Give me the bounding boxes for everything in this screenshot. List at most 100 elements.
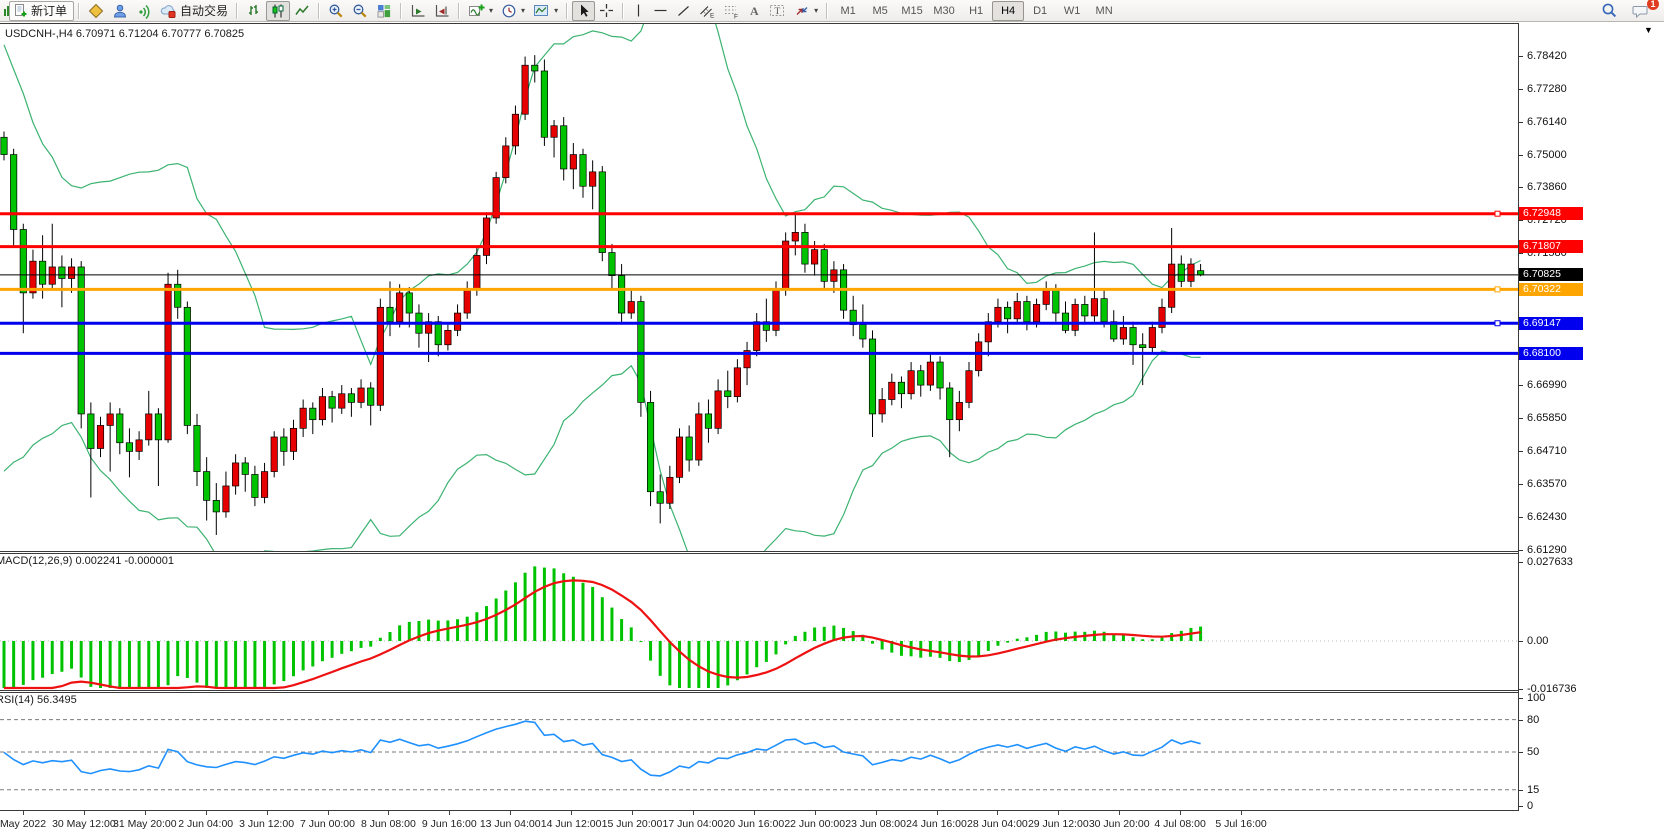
line-handle[interactable] xyxy=(1494,320,1501,327)
macd-tick xyxy=(1518,641,1523,642)
timeframe-m1[interactable]: M1 xyxy=(840,4,856,17)
timeframe-m5[interactable]: M5 xyxy=(872,4,888,17)
dropdown-caret-icon: ▾ xyxy=(554,6,559,15)
signal-button[interactable] xyxy=(132,1,156,21)
market-watch-icon xyxy=(114,4,127,17)
chat-icon xyxy=(1632,5,1648,18)
horizontal-line-button[interactable] xyxy=(649,1,672,21)
timeframe-h1[interactable]: H1 xyxy=(969,4,984,17)
price-tick xyxy=(1518,418,1523,420)
separator xyxy=(318,2,321,19)
fibonacci-button[interactable]: F xyxy=(719,1,743,21)
rsi-indicator-label: RSI(14) 56.3495 xyxy=(0,694,77,706)
auto-scroll-icon xyxy=(411,4,425,17)
main-chart-surface[interactable] xyxy=(0,24,1519,551)
line-handle[interactable] xyxy=(1494,210,1501,217)
timeframe-mn[interactable]: MN xyxy=(1095,4,1113,17)
search-button[interactable] xyxy=(1597,1,1622,21)
search-icon xyxy=(1602,3,1617,18)
rsi-tick-label: 80 xyxy=(1527,713,1540,726)
line-chart-icon xyxy=(295,5,309,15)
timeframe-group: M1 M5 M15 M30 H1 H4 D1 W1 MN xyxy=(832,0,1120,21)
macd-tick xyxy=(1518,688,1523,690)
time-axis-label: 20 Jun 16:00 xyxy=(723,818,785,830)
bollinger-upper-band[interactable] xyxy=(3,24,1201,367)
market-watch-button[interactable] xyxy=(108,1,132,21)
time-tick xyxy=(388,811,390,815)
chart-shift-button[interactable] xyxy=(430,1,454,21)
new-order-button[interactable]: 新订单 xyxy=(9,0,75,21)
crosshair-button[interactable] xyxy=(595,1,618,21)
separator xyxy=(78,2,81,19)
time-tick xyxy=(23,811,24,815)
time-axis-label: 29 Jun 12:00 xyxy=(1027,818,1089,830)
time-tick xyxy=(1241,811,1242,815)
macd-tick-label: 0.00 xyxy=(1527,635,1549,647)
time-axis-label: 28 Jun 04:00 xyxy=(967,818,1028,830)
line-chart-button[interactable] xyxy=(290,1,314,21)
time-axis-label: 4 Jul 08:00 xyxy=(1154,818,1206,830)
time-axis-label: 15 Jun 20:00 xyxy=(601,818,663,830)
timeframe-w1[interactable]: W1 xyxy=(1063,4,1081,17)
text-button[interactable]: A xyxy=(743,1,765,21)
time-tick xyxy=(692,811,694,815)
cursor-button[interactable] xyxy=(572,0,596,21)
price-line-label: 6.70825 xyxy=(1519,268,1583,282)
timeframe-m30[interactable]: M30 xyxy=(933,4,955,17)
auto-trading-icon xyxy=(160,5,176,18)
bar-chart-button[interactable] xyxy=(242,1,266,21)
time-axis-label: 22 Jun 00:00 xyxy=(784,818,846,830)
price-tick xyxy=(1518,483,1523,485)
svg-text:T: T xyxy=(775,7,781,17)
price-tick xyxy=(1518,220,1523,222)
trendline-button[interactable] xyxy=(672,1,695,21)
vertical-line-button[interactable] xyxy=(628,1,649,21)
cursor-icon xyxy=(581,4,589,17)
rsi-panel-surface[interactable] xyxy=(0,693,1519,810)
equidistant-channel-button[interactable]: E xyxy=(695,1,719,21)
chart-dropdown-caret-icon[interactable]: ▼ xyxy=(1644,25,1653,35)
equidistant-channel-icon: E xyxy=(700,5,715,19)
macd-tick xyxy=(1518,561,1523,563)
panel-separator[interactable] xyxy=(0,690,1519,691)
macd-tick-label: -0.016736 xyxy=(1527,682,1577,695)
time-tick xyxy=(83,811,85,815)
macd-panel-surface[interactable] xyxy=(0,554,1519,690)
text-label-button[interactable]: T xyxy=(765,1,790,21)
timeframe-m15[interactable]: M15 xyxy=(901,4,923,17)
add-indicator-button[interactable]: ▾ xyxy=(464,1,497,21)
tile-windows-button[interactable] xyxy=(372,1,396,21)
zoom-in-button[interactable] xyxy=(324,1,348,21)
price-tick xyxy=(1518,516,1523,518)
panel-separator[interactable] xyxy=(0,551,1519,552)
auto-scroll-button[interactable] xyxy=(406,1,430,21)
timeframe-h4[interactable]: H4 xyxy=(992,0,1025,21)
chart-shift-icon xyxy=(435,4,449,17)
line-handle[interactable] xyxy=(1494,286,1501,293)
profiles-button[interactable] xyxy=(84,1,108,21)
arrow-objects-button[interactable]: ▾ xyxy=(790,1,822,21)
time-tick xyxy=(814,811,816,815)
price-tick-label: 6.78420 xyxy=(1527,50,1567,62)
charts-icon[interactable] xyxy=(2,3,9,19)
auto-trading-button[interactable]: 自动交易 xyxy=(156,1,232,21)
time-axis-label: 8 Jun 08:00 xyxy=(360,818,416,830)
panel-separator[interactable] xyxy=(0,553,1519,554)
price-line-label: 6.72948 xyxy=(1519,207,1583,221)
price-tick-label: 6.65850 xyxy=(1527,412,1567,425)
time-tick xyxy=(753,811,755,815)
price-line-label: 6.69147 xyxy=(1519,316,1583,330)
candlestick-chart-button[interactable] xyxy=(266,0,291,21)
price-tick xyxy=(1518,187,1523,189)
template-button[interactable]: ▾ xyxy=(529,1,562,21)
dropdown-caret-icon: ▾ xyxy=(521,6,526,15)
bollinger-lower-band[interactable] xyxy=(3,350,1201,551)
panel-separator[interactable] xyxy=(0,692,1519,693)
svg-text:A: A xyxy=(750,4,759,18)
rsi-tick-label: 100 xyxy=(1527,692,1546,704)
period-clock-button[interactable]: ▾ xyxy=(497,1,529,21)
zoom-out-button[interactable] xyxy=(348,1,372,21)
chat-button[interactable]: 1 xyxy=(1628,0,1659,21)
price-line-label: 6.70322 xyxy=(1519,282,1583,296)
timeframe-d1[interactable]: D1 xyxy=(1033,4,1048,17)
